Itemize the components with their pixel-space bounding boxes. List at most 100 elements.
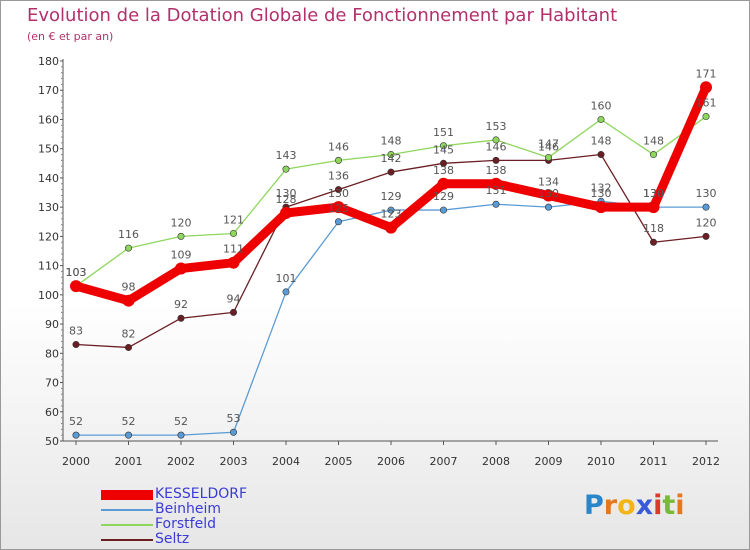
legend-swatch-forstfeld [101,524,153,526]
data-point-seltz [177,314,185,322]
x-tick-label: 2012 [692,455,720,468]
data-label-kesseldorf: 130 [328,187,349,200]
x-tick-label: 2007 [430,455,458,468]
x-tick-label: 2005 [325,455,353,468]
data-label-forstfeld: 148 [643,135,664,148]
data-point-forstfeld [702,113,710,121]
data-point-kesseldorf [595,201,607,214]
data-label-seltz: 146 [486,140,507,153]
data-point-forstfeld [125,244,133,252]
data-label-seltz: 148 [591,135,612,148]
data-label-forstfeld: 146 [328,140,349,153]
data-point-seltz [72,341,80,349]
data-label-seltz: 120 [696,216,717,229]
y-tick-label: 50 [45,435,59,448]
data-label-kesseldorf: 130 [643,187,664,200]
data-label-forstfeld: 116 [118,228,139,241]
legend-item-kesseldorf: KESSELDORF [101,486,361,502]
data-point-seltz [230,308,238,316]
data-label-forstfeld: 160 [591,99,612,112]
data-point-kesseldorf [280,207,292,219]
data-point-beinheim [492,200,500,208]
data-point-beinheim [387,206,395,214]
data-label-kesseldorf: 171 [696,67,717,80]
data-label-kesseldorf: 128 [276,193,297,206]
data-label-beinheim: 52 [174,415,188,428]
data-label-kesseldorf: 123 [381,208,402,221]
x-tick-label: 2010 [587,455,615,468]
y-tick-label: 70 [45,377,59,390]
legend-swatch-beinheim [101,509,153,511]
data-label-beinheim: 101 [276,272,297,285]
data-label-beinheim: 129 [433,190,454,203]
y-tick-label: 120 [38,230,59,243]
y-tick-label: 160 [38,113,59,126]
data-point-seltz [649,238,657,246]
logo-letter: x [635,490,654,521]
data-label-forstfeld: 147 [538,137,559,150]
proxiti-logo: Proxiti [584,490,685,521]
data-point-beinheim [702,203,710,211]
x-tick-label: 2004 [272,455,300,468]
data-point-seltz [387,168,395,176]
y-tick-label: 180 [38,55,59,68]
logo-letter: r [603,490,618,521]
data-point-kesseldorf [122,294,135,307]
data-point-kesseldorf [227,256,240,269]
y-tick-label: 90 [45,318,59,331]
data-point-seltz [125,343,133,351]
logo-letter: P [584,490,604,521]
data-point-kesseldorf [175,262,187,275]
y-tick-label: 170 [38,84,59,97]
y-tick-label: 100 [38,289,59,302]
data-label-beinheim: 53 [227,412,241,425]
data-label-seltz: 142 [381,152,402,165]
y-tick-label: 80 [45,347,59,360]
data-label-kesseldorf: 130 [591,187,612,200]
logo-letter: t [662,490,676,521]
data-label-forstfeld: 161 [696,97,717,110]
chart-subtitle: (en € et par an) [27,30,114,43]
data-point-kesseldorf [332,201,345,214]
data-point-forstfeld [177,232,185,240]
data-label-kesseldorf: 111 [223,243,244,256]
data-point-seltz [334,186,342,194]
x-tick-label: 2006 [377,455,405,468]
data-label-beinheim: 52 [69,415,83,428]
data-point-seltz [702,232,710,240]
data-label-forstfeld: 121 [223,213,244,226]
data-point-kesseldorf [70,280,82,293]
data-point-beinheim [439,206,447,214]
x-tick-label: 2003 [220,455,248,468]
data-label-beinheim: 52 [122,415,136,428]
data-label-kesseldorf: 134 [538,175,559,188]
legend-item-beinheim: Beinheim [101,501,361,517]
data-label-beinheim: 130 [643,187,664,200]
data-label-kesseldorf: 103 [66,266,87,279]
data-point-forstfeld [597,115,605,123]
logo-letter: i [653,490,663,521]
logo-letter: o [617,490,636,521]
data-label-forstfeld: 120 [171,216,192,229]
data-label-seltz: 83 [69,325,83,338]
data-label-forstfeld: 153 [486,120,507,133]
y-tick-label: 140 [38,172,59,185]
y-tick-label: 110 [38,260,59,273]
data-point-beinheim [544,203,552,211]
legend-item-seltz: Seltz [101,531,361,547]
axes: 50 60 70 80 90 100 110 120 130 140 150 160 170 180 200… [38,55,720,468]
data-label-seltz: 94 [227,292,241,305]
x-tick-label: 2011 [640,455,668,468]
data-point-forstfeld [230,229,238,237]
data-point-beinheim [125,431,133,439]
data-point-beinheim [177,431,185,439]
data-point-forstfeld [387,151,395,159]
x-tick-label: 2002 [167,455,195,468]
data-label-kesseldorf: 98 [122,281,136,294]
data-label-beinheim: 132 [591,181,612,194]
data-point-kesseldorf [700,81,712,94]
legend-swatch-kesseldorf [101,490,153,500]
